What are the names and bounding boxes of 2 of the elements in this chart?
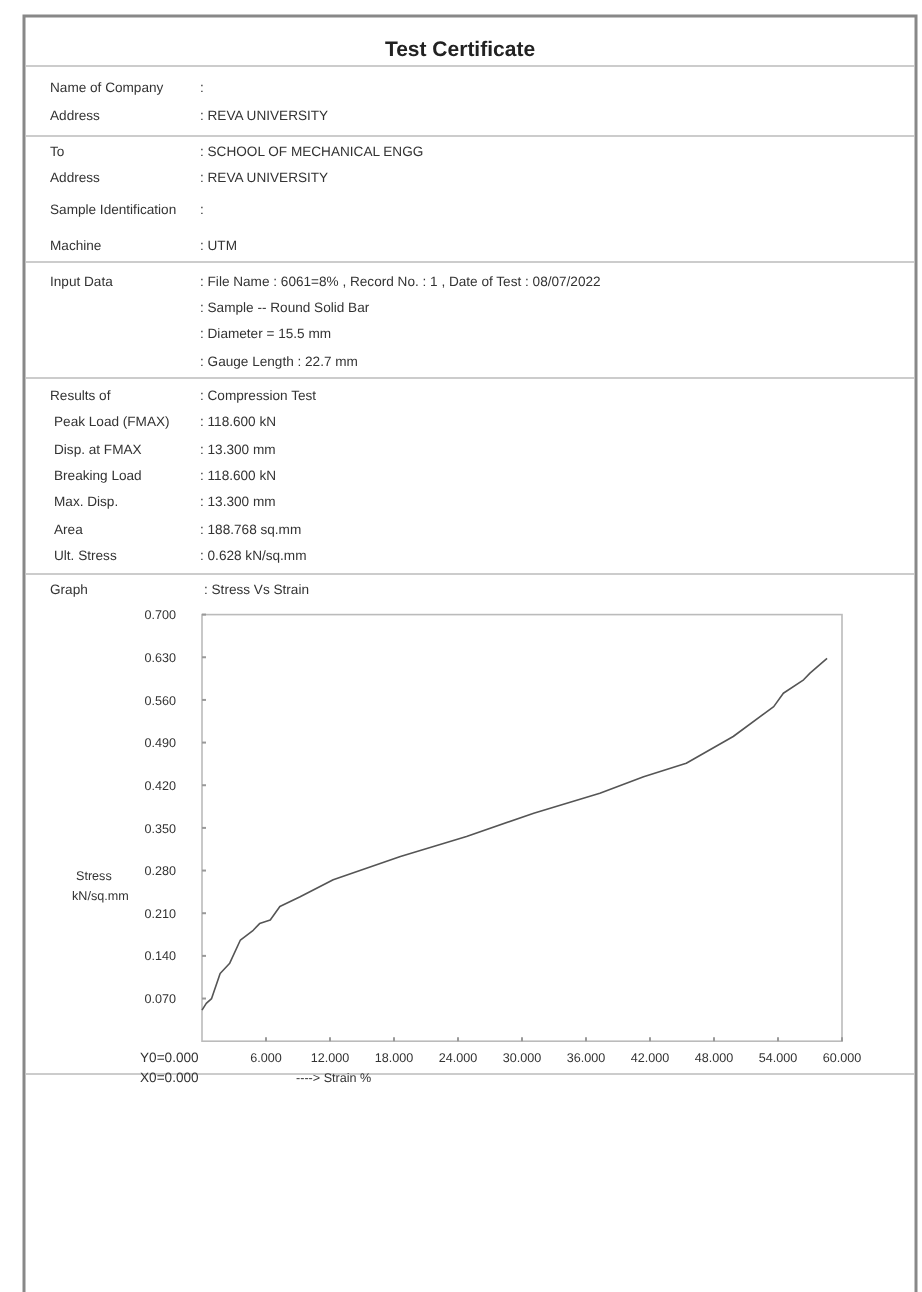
line-series [201, 657, 828, 1011]
chart-title: Test Certificate [384, 38, 536, 62]
